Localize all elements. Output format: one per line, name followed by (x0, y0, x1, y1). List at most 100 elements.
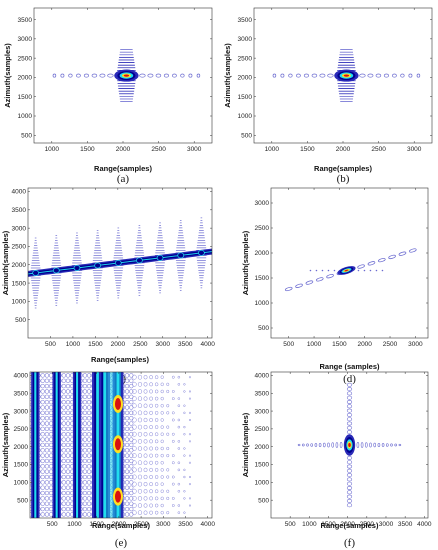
sidelobe-contour (61, 442, 66, 448)
azimuth-sidelobe (346, 455, 353, 460)
sidelobe-contour (40, 512, 45, 517)
y-tick-label: 1500 (18, 94, 33, 101)
sidelobe-contour (44, 496, 50, 501)
sidelobe-contour (124, 458, 130, 464)
sidelobe-contour (129, 421, 134, 426)
sidelobe-contour (177, 482, 181, 486)
sidelobe-contour (124, 399, 130, 405)
sidelobe-contour (61, 490, 66, 496)
y-tick-label: 1500 (12, 280, 27, 287)
ridge-peak (136, 257, 143, 264)
sidelobe-contour (40, 373, 45, 378)
plot-area (28, 217, 212, 309)
azimuth-sidelobe (346, 417, 353, 422)
y-tick-label: 2000 (255, 250, 270, 257)
sidelobe-contour (137, 446, 143, 451)
range-sidelobe (301, 443, 305, 447)
sidelobe-contour (48, 389, 54, 394)
sidelobe-contour (61, 496, 66, 501)
sidelobe-contour (166, 411, 170, 415)
range-sidelobe (295, 283, 303, 288)
sidelobe-contour (48, 378, 54, 383)
sidelobe-contour (177, 397, 181, 400)
sidelobe-contour (124, 421, 130, 426)
sidelobe-contour (177, 404, 181, 408)
sidelobe-contour (65, 383, 71, 389)
azimuth-sidelobe (333, 269, 336, 272)
sidelobe-contour (143, 432, 148, 437)
sidelobe-contour (188, 433, 191, 436)
sidelobe-contour (132, 389, 137, 394)
sidelobe-contour (129, 485, 134, 490)
sidelobe-contour (188, 483, 191, 486)
azimuth-sidelobe (369, 269, 372, 272)
sidelobe-contour (160, 496, 164, 501)
y-tick-label: 2000 (238, 75, 253, 82)
sidelobe-contour (61, 378, 66, 383)
range-sidelobe (369, 442, 372, 448)
sidelobe-contour (40, 480, 45, 485)
sidelobe-contour (40, 442, 45, 448)
sidelobe-contour (48, 399, 54, 405)
sidelobe-contour (166, 432, 170, 436)
range-sidelobe (314, 443, 318, 447)
x-tick-label: 2000 (340, 521, 355, 528)
sidelobe-contour (65, 480, 71, 485)
sidelobe-contour (82, 405, 87, 410)
sidelobe-contour (132, 403, 137, 409)
sidelobe-contour (166, 446, 170, 451)
range-sidelobe (360, 442, 364, 448)
sidelobe-contour (86, 415, 92, 421)
sidelobe-contour (48, 474, 54, 480)
y-tick-label: 2000 (18, 75, 33, 82)
range-sidelobe (315, 277, 324, 282)
sidelobe-contour (143, 389, 148, 394)
sidelobe-contour (132, 481, 137, 487)
azimuth-sidelobe (346, 404, 353, 409)
sidelobe-contour (177, 440, 181, 443)
sidelobe-contour (137, 510, 143, 515)
y-tick-label: 3500 (238, 17, 253, 24)
sidelobe-contour (65, 432, 71, 437)
sidelobe-contour (44, 453, 50, 458)
axes-frame (270, 371, 429, 519)
chart-panel-a: 1000 1500 2000 2500 3000 500 1000 1500 2000 2500 3… (3, 7, 213, 185)
x-tick-label: 4000 (201, 521, 216, 528)
sidelobe-contour (160, 439, 164, 444)
sidelobe-contour (166, 454, 170, 458)
x-tick-label: 4000 (417, 521, 432, 528)
sidelobe-contour (48, 485, 54, 490)
sidelobe-contour (171, 439, 175, 443)
sidelobe-contour (48, 453, 54, 458)
sidelobe-contour (154, 496, 159, 501)
sidelobe-contour (171, 482, 175, 486)
sidelobe-contour (48, 442, 54, 448)
sidelobe-contour (124, 410, 130, 416)
y-axis-label: Azimuth(samples) (3, 43, 12, 108)
sidelobe-contour (82, 448, 87, 453)
sidelobe-contour (124, 512, 130, 517)
sidelobe-contour (183, 497, 186, 500)
sidelobe-contour (61, 485, 66, 490)
range-sidelobe (318, 442, 322, 448)
range-sidelobe (76, 73, 81, 78)
sidelobe-contour (160, 503, 164, 508)
sidelobe-contour (132, 510, 137, 516)
sidelobe-contour (48, 421, 54, 426)
sidelobe-contour (132, 410, 137, 416)
sidelobe-contour (160, 425, 164, 429)
sidelobe-contour (137, 488, 143, 494)
y-tick-label: 4000 (255, 373, 270, 380)
sidelobe-contour (40, 496, 45, 501)
sidelobe-contour (44, 394, 50, 400)
x-tick-label: 3000 (156, 341, 171, 348)
range-sidelobe (375, 73, 382, 78)
ridge-peak (114, 260, 122, 266)
range-sidelobe (388, 254, 396, 259)
sidelobe-contour (65, 490, 71, 496)
range-sidelobe (280, 73, 285, 78)
sidelobe-contour (86, 496, 92, 501)
sidelobe-contour (177, 504, 181, 507)
sidelobe-contour (154, 446, 159, 451)
sidelobe-contour (44, 458, 50, 464)
